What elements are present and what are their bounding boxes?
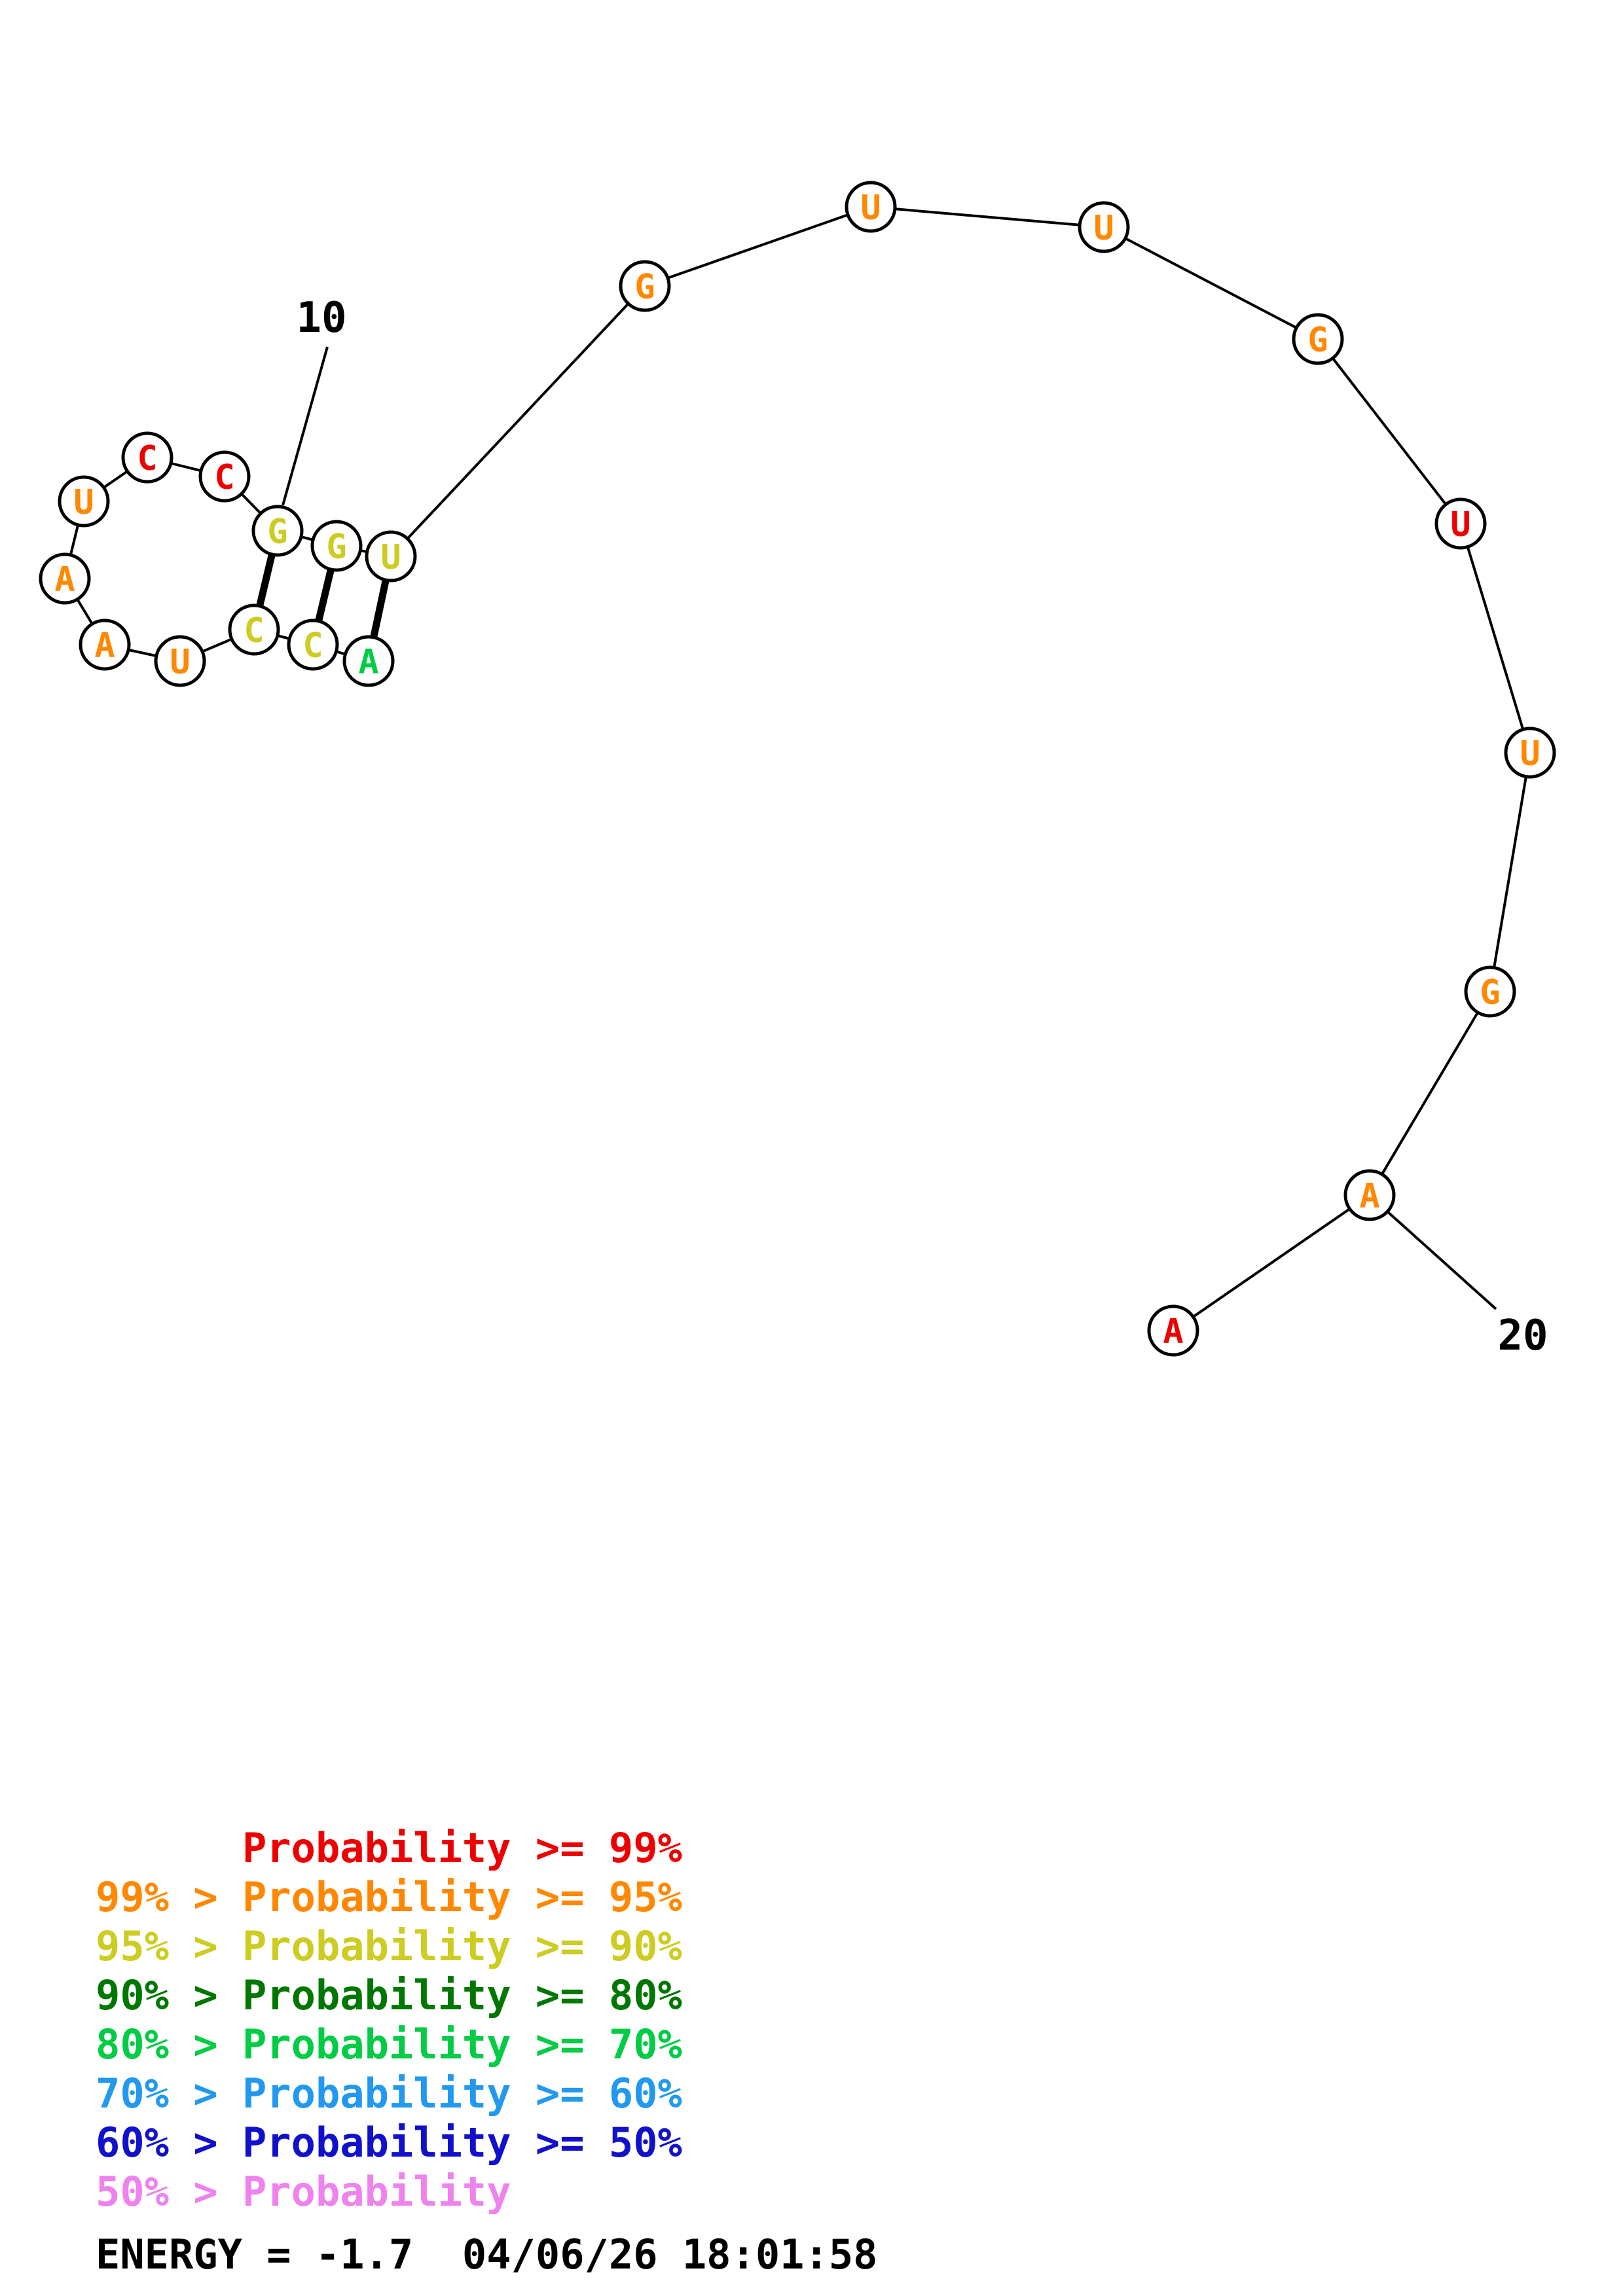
backbone-line (1459, 523, 1531, 753)
backbone-line (1103, 226, 1319, 340)
legend-row: 90% > Probability >= 80% (96, 1971, 682, 2019)
nucleotide-base: U (170, 643, 190, 682)
nucleotide-base: A (1163, 1312, 1183, 1352)
nucleotide-base: C (244, 611, 264, 651)
energy-annotation: ENERGY = -1.7 04/06/26 18:01:58 (96, 2231, 878, 2278)
legend-row: 60% > Probability >= 50% (96, 2119, 682, 2166)
nucleotide-circle (39, 552, 91, 605)
nucleotide-circle (1343, 1169, 1396, 1221)
nucleotide-base: G (1480, 973, 1500, 1013)
nucleotide-base: A (358, 643, 378, 682)
backbone-line (1368, 990, 1491, 1196)
backbone-line (1489, 752, 1531, 992)
nucleotide-base: A (54, 560, 75, 600)
label-pointer-line (1386, 1210, 1497, 1310)
nucleotide-circle (619, 260, 671, 312)
nucleotide-base: C (214, 458, 234, 497)
nucleotide-circle (1464, 965, 1516, 1018)
nucleotide-circle (845, 181, 897, 233)
nucleotide-base: U (380, 538, 401, 577)
nucleotide-circle (58, 475, 110, 528)
legend-row: 95% > Probability >= 90% (96, 1922, 682, 1970)
nucleotide-base: C (137, 439, 157, 478)
nucleotide-circle (287, 619, 339, 671)
nucleotide-circle (228, 603, 280, 656)
nucleotide-base: A (94, 626, 115, 666)
nucleotide-base: A (1359, 1177, 1379, 1216)
nucleotide-base: U (73, 483, 94, 522)
nucleotide-base: G (1307, 321, 1328, 360)
nucleotide-circle (1504, 726, 1556, 779)
sequence-number-label: 10 (296, 294, 346, 342)
backbone-line (870, 206, 1104, 228)
nucleotide-circle (1434, 497, 1487, 550)
nucleotide-circle (1292, 313, 1344, 365)
nucleotide-circle (79, 619, 131, 671)
legend-row: 70% > Probability >= 60% (96, 2070, 682, 2117)
backbone-line (390, 285, 646, 558)
legend-row: 99% > Probability >= 95% (96, 1873, 682, 1921)
probability-legend: Probability >= 99% 99% > Probability >= 9… (96, 1823, 682, 2216)
backbone-line (644, 206, 871, 287)
nucleotide-base: G (634, 268, 655, 307)
nucleotide-circle (342, 635, 395, 687)
nucleotide-circle (365, 530, 417, 583)
nucleotide-circle (198, 450, 251, 503)
nucleotide-base: G (267, 512, 287, 552)
sequence-number-label: 20 (1497, 1312, 1548, 1360)
nucleotide-circle (121, 431, 173, 484)
nucleotide-circle (1147, 1304, 1199, 1357)
label-pointer-line (282, 346, 329, 506)
legend-row: 50% > Probability (96, 2168, 511, 2215)
nucleotide-circle (154, 635, 206, 687)
backbone-line (1172, 1194, 1371, 1332)
nucleotide-base: U (1093, 209, 1114, 248)
nucleotide-circle (251, 505, 304, 557)
backbone-line (1317, 338, 1462, 525)
nucleotide-circle (310, 520, 363, 572)
nucleotide-base: G (326, 528, 346, 567)
nucleotide-base: U (1450, 505, 1470, 545)
legend-row: Probability >= 99% (96, 1824, 682, 1872)
nucleotide-base: C (302, 626, 323, 666)
legend-row: 80% > Probability >= 70% (96, 2020, 682, 2068)
nucleotide-base: U (860, 188, 881, 228)
nucleotide-circle (1078, 201, 1130, 253)
nucleotide-base: U (1520, 734, 1540, 774)
